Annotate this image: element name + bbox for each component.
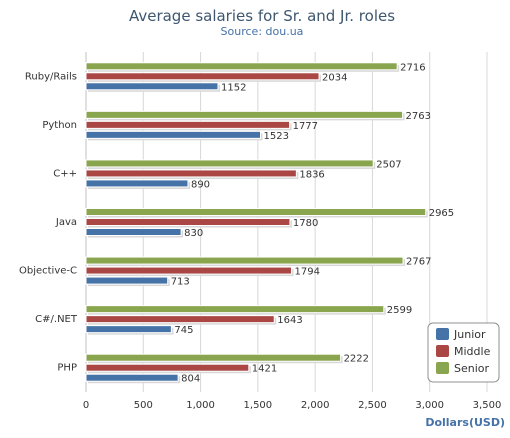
category-label: Objective-C xyxy=(19,266,77,277)
category-label: PHP xyxy=(57,363,77,374)
data-label: 2763 xyxy=(406,111,431,122)
bar-junior[interactable] xyxy=(85,82,219,91)
x-tick-label: 3,000 xyxy=(415,400,444,411)
data-label: 2599 xyxy=(387,305,412,316)
bar-junior[interactable] xyxy=(85,130,261,139)
category-label: Java xyxy=(55,217,77,228)
bar-senior[interactable] xyxy=(85,353,342,362)
x-tick-label: 1,000 xyxy=(186,400,215,411)
bar-senior[interactable] xyxy=(85,62,398,71)
data-label: 1523 xyxy=(263,131,288,142)
x-axis-title: Dollars(USD) xyxy=(425,416,505,429)
x-tick-label: 2,500 xyxy=(358,400,387,411)
data-label: 1421 xyxy=(252,364,277,375)
data-label: 1794 xyxy=(295,267,320,278)
data-label: 1777 xyxy=(293,121,318,132)
category-label: C++ xyxy=(53,168,77,179)
data-label: 2034 xyxy=(322,72,347,83)
data-label: 890 xyxy=(191,179,210,190)
data-label: 830 xyxy=(184,228,203,239)
bar-senior[interactable] xyxy=(85,305,385,314)
bar-middle[interactable] xyxy=(85,266,293,275)
data-label: 2965 xyxy=(429,208,454,219)
chart-subtitle: Source: dou.ua xyxy=(221,25,304,38)
x-tick-labels: 0 500 1,000 1,500 2,000 2,500 3,000 3,500 xyxy=(83,400,502,411)
bar-middle[interactable] xyxy=(85,120,291,129)
bar-senior[interactable] xyxy=(85,159,374,168)
bars-group: 2716 2034 1152 2763 1777 1523 2507 1836 890 2965 1… xyxy=(85,62,454,385)
category-label: Ruby/Rails xyxy=(25,71,77,82)
bar-senior[interactable] xyxy=(85,256,404,265)
x-tick-label: 2,000 xyxy=(301,400,330,411)
x-tick-label: 0 xyxy=(83,400,89,411)
bar-junior[interactable] xyxy=(85,373,179,382)
category-label: C#/.NET xyxy=(35,314,78,325)
category-label: Python xyxy=(42,120,77,131)
bar-middle[interactable] xyxy=(85,169,297,178)
data-label: 1152 xyxy=(221,82,246,93)
data-label: 745 xyxy=(174,325,193,336)
bar-middle[interactable] xyxy=(85,72,320,81)
data-label: 1780 xyxy=(293,218,318,229)
bar-junior[interactable] xyxy=(85,228,182,236)
bar-middle[interactable] xyxy=(85,315,275,324)
data-label: 804 xyxy=(181,374,200,385)
legend-item-middle[interactable]: Middle xyxy=(454,345,491,358)
legend-item-senior[interactable]: Senior xyxy=(454,362,490,375)
x-tick-label: 1,500 xyxy=(244,400,273,411)
legend-swatch-senior[interactable] xyxy=(436,362,449,374)
bar-junior[interactable] xyxy=(85,325,172,334)
bar-junior[interactable] xyxy=(85,179,189,188)
bar-middle[interactable] xyxy=(85,363,250,372)
legend: Junior Middle Senior xyxy=(427,322,500,383)
data-label: 2716 xyxy=(400,62,425,73)
data-label: 713 xyxy=(171,277,190,288)
category-labels: Ruby/Rails Python C++ Java Objective-C C#/.NE… xyxy=(19,71,78,373)
x-tick-label: 500 xyxy=(134,400,153,411)
data-label: 1643 xyxy=(277,315,302,326)
data-label: 2507 xyxy=(376,159,401,170)
data-label: 2222 xyxy=(344,354,369,365)
chart-title: Average salaries for Sr. and Jr. roles xyxy=(129,7,395,25)
legend-item-junior[interactable]: Junior xyxy=(453,328,486,341)
x-tick-label: 3,500 xyxy=(473,400,502,411)
data-label: 2767 xyxy=(406,257,431,268)
data-label: 1836 xyxy=(299,169,324,180)
bar-senior[interactable] xyxy=(85,110,404,119)
legend-swatch-middle[interactable] xyxy=(436,345,449,357)
bar-junior[interactable] xyxy=(85,276,169,285)
bar-middle[interactable] xyxy=(85,218,291,226)
legend-swatch-junior[interactable] xyxy=(436,328,449,340)
bar-senior[interactable] xyxy=(85,208,427,216)
